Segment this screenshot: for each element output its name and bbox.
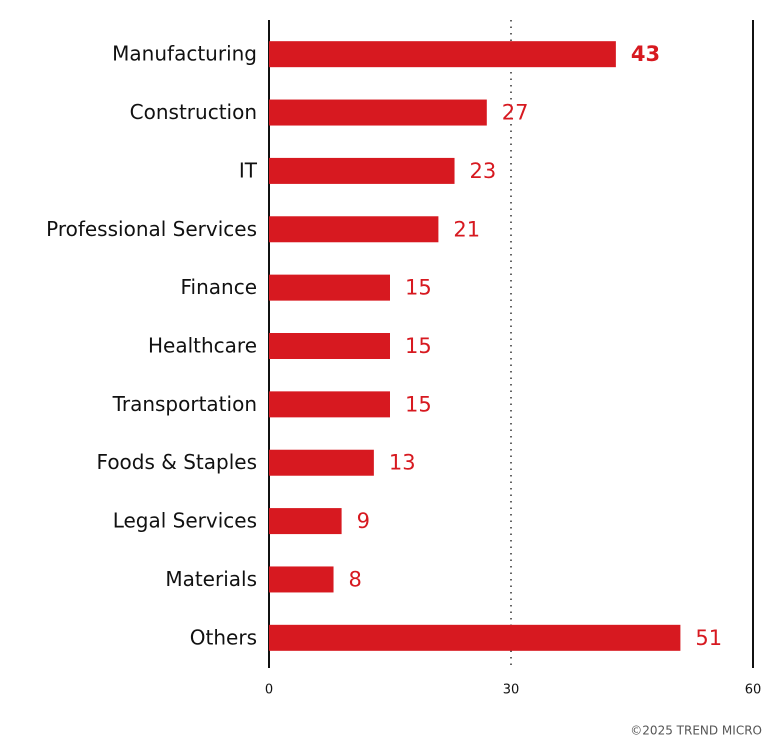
x-tick-label: 60 <box>745 683 762 698</box>
value-label: 15 <box>405 392 432 416</box>
y-tick-label: Manufacturing <box>112 42 257 66</box>
value-label: 15 <box>405 276 432 300</box>
bar <box>269 274 390 301</box>
value-label: 13 <box>389 451 416 475</box>
bar <box>269 333 390 359</box>
bar <box>269 157 455 184</box>
value-label: 51 <box>695 626 722 650</box>
y-tick-label: Construction <box>130 100 257 124</box>
x-tick-label: 30 <box>503 683 520 698</box>
value-label: 9 <box>357 509 370 533</box>
x-tick-label: 0 <box>265 683 273 698</box>
value-label: 27 <box>502 101 529 125</box>
bar <box>269 449 374 476</box>
value-label: 8 <box>349 567 362 591</box>
bar <box>269 41 616 68</box>
y-tick-label: Healthcare <box>148 334 257 358</box>
y-tick-label: Others <box>190 625 257 649</box>
bar <box>269 624 681 651</box>
y-tick-label: Materials <box>165 567 257 591</box>
y-tick-label: Legal Services <box>113 509 257 533</box>
y-tick-label: Foods & Staples <box>97 450 257 474</box>
value-label: 21 <box>453 217 480 241</box>
bar <box>269 391 390 418</box>
value-label: 15 <box>405 334 432 358</box>
credit: ©2025 TREND MICRO <box>630 724 762 738</box>
y-tick-label: Finance <box>180 275 257 299</box>
bar <box>269 566 334 593</box>
bar <box>269 508 342 535</box>
value-label: 43 <box>631 42 660 66</box>
y-tick-label: IT <box>239 158 258 182</box>
y-tick-label: Transportation <box>112 392 257 416</box>
value-label: 23 <box>470 159 497 183</box>
y-tick-label: Professional Services <box>46 217 257 241</box>
bar <box>269 99 487 126</box>
bar <box>269 216 439 243</box>
